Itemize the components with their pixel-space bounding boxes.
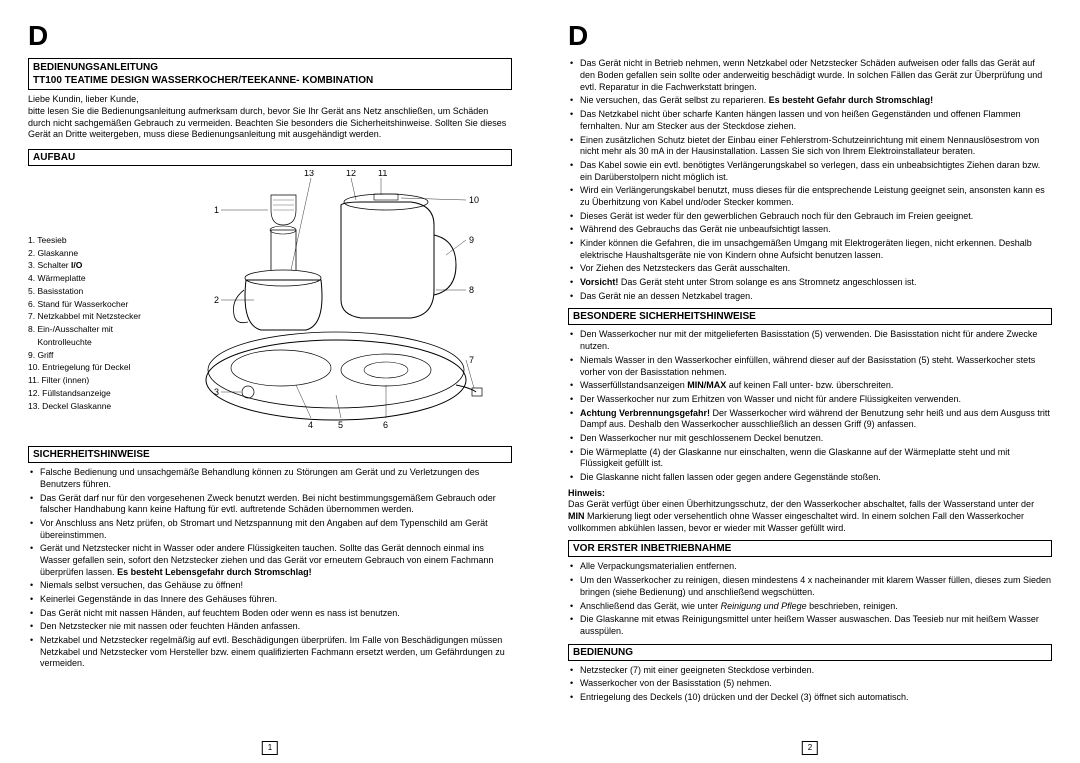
part-item: 5. Basisstation xyxy=(28,285,178,298)
list-item: Alle Verpackungsmaterialien entfernen. xyxy=(580,561,1052,573)
list-item: Vor Anschluss ans Netz prüfen, ob Stroma… xyxy=(40,518,512,541)
title-line1: BEDIENUNGSANLEITUNG xyxy=(33,61,507,74)
list-item: Die Glaskanne nicht fallen lassen oder g… xyxy=(580,472,1052,484)
list-item: Keinerlei Gegenstände in das Innere des … xyxy=(40,594,512,606)
list-item: Das Gerät nicht in Betrieb nehmen, wenn … xyxy=(580,58,1052,93)
svg-text:3: 3 xyxy=(214,387,219,397)
sicherheit-list: Falsche Bedienung und unsachgemäße Behan… xyxy=(28,467,512,670)
intro-greeting: Liebe Kundin, lieber Kunde, xyxy=(28,94,512,106)
list-item: Dieses Gerät ist weder für den gewerblic… xyxy=(580,211,1052,223)
list-item: Netzkabel und Netzstecker regelmäßig auf… xyxy=(40,635,512,670)
vor-erster-list: Alle Verpackungsmaterialien entfernen. U… xyxy=(568,561,1052,637)
list-item: Das Kabel sowie ein evtl. benötigtes Ver… xyxy=(580,160,1052,183)
list-item: Während des Gebrauchs das Gerät nie unbe… xyxy=(580,224,1052,236)
svg-text:6: 6 xyxy=(383,420,388,430)
list-item: Die Glaskanne mit etwas Reinigungsmittel… xyxy=(580,614,1052,637)
svg-text:5: 5 xyxy=(338,420,343,430)
intro-body: bitte lesen Sie die Bedienungsanleitung … xyxy=(28,106,512,141)
part-item: 9. Griff xyxy=(28,349,178,362)
sicherheit-cont-list: Das Gerät nicht in Betrieb nehmen, wenn … xyxy=(568,58,1052,302)
svg-text:10: 10 xyxy=(469,195,479,205)
list-item: Falsche Bedienung und unsachgemäße Behan… xyxy=(40,467,512,490)
svg-text:11: 11 xyxy=(378,170,387,178)
list-item: Netzstecker (7) mit einer geeigneten Ste… xyxy=(580,665,1052,677)
intro-block: Liebe Kundin, lieber Kunde, bitte lesen … xyxy=(28,94,512,141)
product-diagram: 1 2 3 4 5 6 7 8 9 10 11 12 13 xyxy=(186,170,486,440)
list-item: Das Gerät darf nur für den vorgesehenen … xyxy=(40,493,512,516)
svg-text:4: 4 xyxy=(308,420,313,430)
section-bedienung: BEDIENUNG xyxy=(568,644,1052,661)
page-left: D BEDIENUNGSANLEITUNG TT100 TEATIME DESI… xyxy=(0,0,540,763)
svg-text:1: 1 xyxy=(214,205,219,215)
aufbau-row: 1. Teesieb 2. Glaskanne 3. Schalter I/O … xyxy=(28,170,512,440)
list-item: Den Wasserkocher nur mit geschlossenem D… xyxy=(580,433,1052,445)
list-item: Nie versuchen, das Gerät selbst zu repar… xyxy=(580,95,1052,107)
part-item: 1. Teesieb xyxy=(28,234,178,247)
list-item: Anschließend das Gerät, wie unter Reinig… xyxy=(580,601,1052,613)
part-item: 4. Wärmeplatte xyxy=(28,272,178,285)
part-item: 3. Schalter I/O xyxy=(28,259,178,272)
svg-text:2: 2 xyxy=(214,295,219,305)
list-item: Vorsicht! Das Gerät steht unter Strom so… xyxy=(580,277,1052,289)
besondere-list: Den Wasserkocher nur mit der mitgeliefer… xyxy=(568,329,1052,483)
bedienung-list: Netzstecker (7) mit einer geeigneten Ste… xyxy=(568,665,1052,704)
list-item: Achtung Verbrennungsgefahr! Der Wasserko… xyxy=(580,408,1052,431)
list-item: Vor Ziehen des Netzsteckers das Gerät au… xyxy=(580,263,1052,275)
part-item: 11. Filter (innen) xyxy=(28,374,178,387)
part-item: 2. Glaskanne xyxy=(28,247,178,260)
list-item: Um den Wasserkocher zu reinigen, diesen … xyxy=(580,575,1052,598)
svg-text:13: 13 xyxy=(304,170,314,178)
list-item: Das Gerät nie an dessen Netzkabel tragen… xyxy=(580,291,1052,303)
part-item: 13. Deckel Glaskanne xyxy=(28,400,178,413)
list-item: Wasserkocher von der Basisstation (5) ne… xyxy=(580,678,1052,690)
list-item: Die Wärmeplatte (4) der Glaskanne nur ei… xyxy=(580,447,1052,470)
part-item: 7. Netzkabbel mit Netzstecker xyxy=(28,310,178,323)
page-number: 2 xyxy=(802,741,818,755)
section-sicherheit: SICHERHEITSHINWEISE xyxy=(28,446,512,463)
list-item: Einen zusätzlichen Schutz bietet der Ein… xyxy=(580,135,1052,158)
page-number: 1 xyxy=(262,741,278,755)
list-item: Der Wasserkocher nur zum Erhitzen von Wa… xyxy=(580,394,1052,406)
part-item: 10. Entriegelung für Deckel xyxy=(28,361,178,374)
lang-letter: D xyxy=(568,18,1052,54)
list-item: Das Gerät nicht mit nassen Händen, auf f… xyxy=(40,608,512,620)
list-item: Wasserfüllstandsanzeigen MIN/MAX auf kei… xyxy=(580,380,1052,392)
section-besondere: BESONDERE SICHERHEITSHINWEISE xyxy=(568,308,1052,325)
list-item: Den Netzstecker nie mit nassen oder feuc… xyxy=(40,621,512,633)
title-line2: TT100 TEATIME DESIGN WASSERKOCHER/TEEKAN… xyxy=(33,74,507,87)
list-item: Gerät und Netzstecker nicht in Wasser od… xyxy=(40,543,512,578)
svg-text:7: 7 xyxy=(469,355,474,365)
list-item: Das Netzkabel nicht über scharfe Kanten … xyxy=(580,109,1052,132)
list-item: Niemals selbst versuchen, das Gehäuse zu… xyxy=(40,580,512,592)
section-aufbau: AUFBAU xyxy=(28,149,512,166)
list-item: Wird ein Verlängerungskabel benutzt, mus… xyxy=(580,185,1052,208)
list-item: Kinder können die Gefahren, die im unsac… xyxy=(580,238,1052,261)
title-box: BEDIENUNGSANLEITUNG TT100 TEATIME DESIGN… xyxy=(28,58,512,90)
part-item: 6. Stand für Wasserkocher xyxy=(28,298,178,311)
page-right: D Das Gerät nicht in Betrieb nehmen, wen… xyxy=(540,0,1080,763)
list-item: Entriegelung des Deckels (10) drücken un… xyxy=(580,692,1052,704)
list-item: Den Wasserkocher nur mit der mitgeliefer… xyxy=(580,329,1052,352)
part-item: 8. Ein-/Ausschalter mit Kontrolleuchte xyxy=(28,323,178,349)
list-item: Niemals Wasser in den Wasserkocher einfü… xyxy=(580,355,1052,378)
svg-text:12: 12 xyxy=(346,170,356,178)
section-vor-erster: VOR ERSTER INBETRIEBNAHME xyxy=(568,540,1052,557)
part-item: 12. Füllstandsanzeige xyxy=(28,387,178,400)
hinweis-label: Hinweis: xyxy=(568,488,1052,500)
lang-letter: D xyxy=(28,18,512,54)
svg-text:8: 8 xyxy=(469,285,474,295)
svg-text:9: 9 xyxy=(469,235,474,245)
hinweis-text: Das Gerät verfügt über einen Überhitzung… xyxy=(568,499,1052,534)
parts-list: 1. Teesieb 2. Glaskanne 3. Schalter I/O … xyxy=(28,170,178,440)
